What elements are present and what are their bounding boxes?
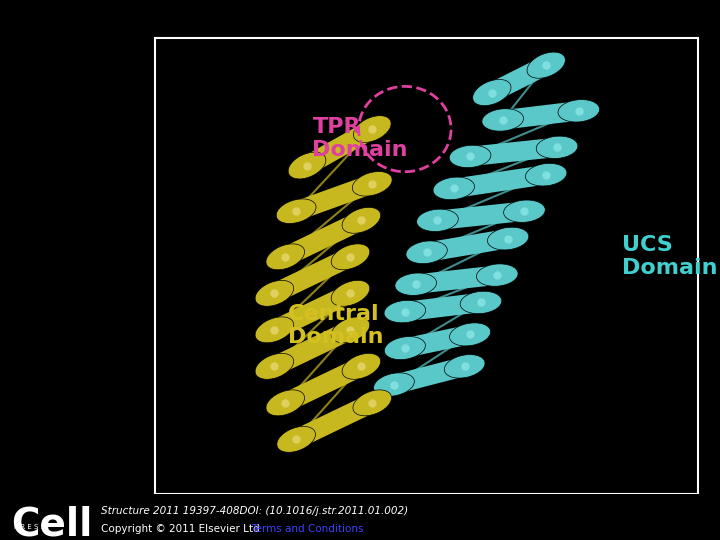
Ellipse shape bbox=[384, 300, 426, 323]
Ellipse shape bbox=[503, 200, 545, 222]
Ellipse shape bbox=[331, 317, 370, 343]
Ellipse shape bbox=[417, 209, 459, 232]
Ellipse shape bbox=[449, 323, 490, 346]
Ellipse shape bbox=[342, 207, 381, 233]
Text: Cell: Cell bbox=[12, 505, 93, 540]
Text: Copyright © 2011 Elsevier Ltd: Copyright © 2011 Elsevier Ltd bbox=[101, 524, 259, 534]
Text: TPR
Domain: TPR Domain bbox=[312, 117, 408, 160]
Ellipse shape bbox=[406, 241, 447, 264]
Ellipse shape bbox=[527, 52, 565, 78]
Ellipse shape bbox=[477, 264, 518, 286]
Ellipse shape bbox=[276, 199, 316, 224]
Text: Terms and Conditions: Terms and Conditions bbox=[251, 524, 364, 534]
Ellipse shape bbox=[331, 280, 370, 306]
Ellipse shape bbox=[395, 273, 436, 295]
Ellipse shape bbox=[342, 353, 381, 379]
Ellipse shape bbox=[384, 336, 426, 360]
Ellipse shape bbox=[354, 116, 391, 143]
Ellipse shape bbox=[487, 227, 528, 250]
Ellipse shape bbox=[255, 280, 294, 306]
Ellipse shape bbox=[536, 136, 578, 158]
Text: Structure 2011 19397-408DOI: (10.1016/j.str.2011.01.002): Structure 2011 19397-408DOI: (10.1016/j.… bbox=[101, 505, 408, 516]
Ellipse shape bbox=[331, 244, 370, 270]
Ellipse shape bbox=[276, 427, 315, 453]
Ellipse shape bbox=[444, 355, 485, 378]
Ellipse shape bbox=[558, 99, 600, 122]
Ellipse shape bbox=[352, 172, 392, 196]
Ellipse shape bbox=[482, 109, 523, 131]
Ellipse shape bbox=[526, 164, 567, 186]
Text: P R E S S: P R E S S bbox=[14, 524, 45, 530]
Ellipse shape bbox=[472, 79, 511, 106]
Ellipse shape bbox=[460, 291, 502, 314]
Ellipse shape bbox=[266, 390, 305, 416]
Ellipse shape bbox=[449, 145, 491, 167]
Ellipse shape bbox=[374, 373, 414, 396]
Ellipse shape bbox=[266, 244, 305, 270]
Ellipse shape bbox=[288, 152, 326, 179]
Ellipse shape bbox=[353, 390, 392, 416]
Ellipse shape bbox=[255, 317, 294, 343]
Ellipse shape bbox=[255, 353, 294, 379]
Text: UCS
Domain: UCS Domain bbox=[622, 235, 718, 279]
Text: Central
Domain: Central Domain bbox=[288, 303, 384, 347]
Ellipse shape bbox=[433, 177, 474, 200]
